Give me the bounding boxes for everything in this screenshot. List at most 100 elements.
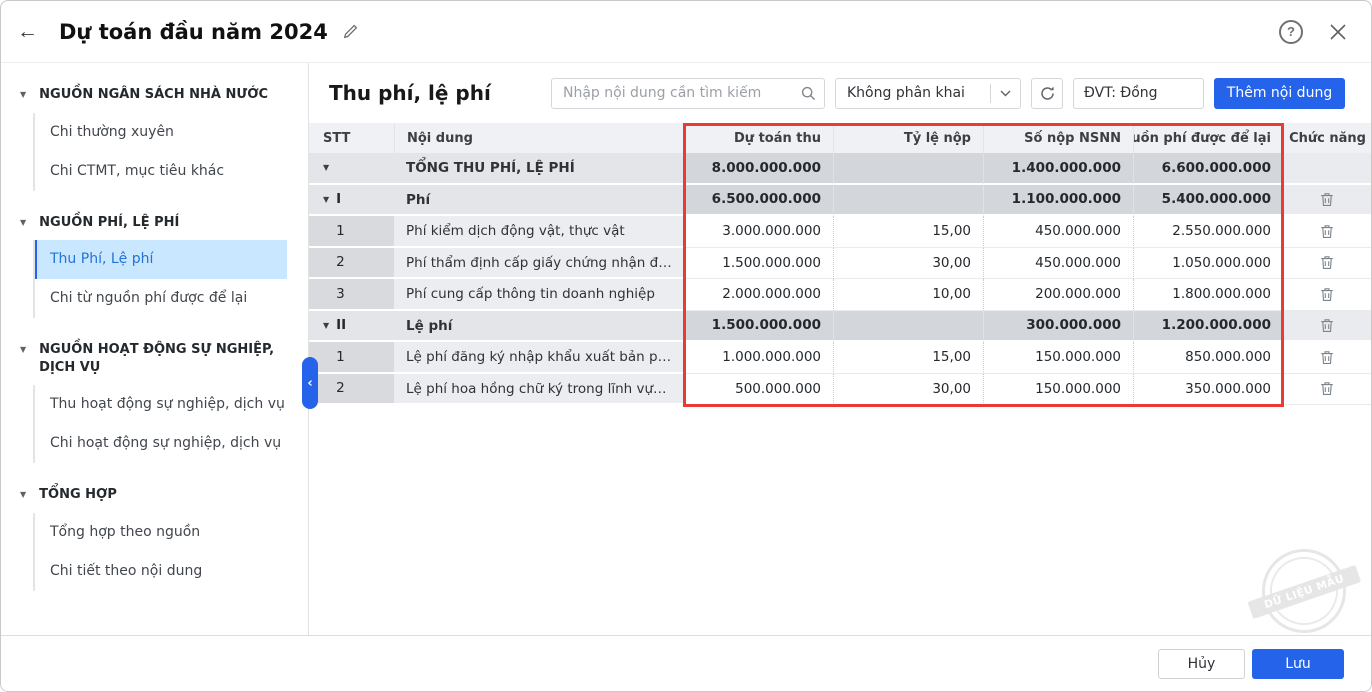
- sidebar-item-thu-hdsn[interactable]: Thu hoạt động sự nghiệp, dịch vụ: [50, 396, 285, 413]
- close-icon[interactable]: [1329, 23, 1347, 41]
- help-icon[interactable]: ?: [1279, 19, 1303, 44]
- allocation-dropdown[interactable]: Không phân khai: [835, 77, 1021, 109]
- row-nguon-phi-de-lai-cell[interactable]: 1.800.000.000: [1133, 279, 1283, 311]
- row-content-cell[interactable]: Lệ phí hoa hồng chữ ký trong lĩnh vực dầ…: [394, 373, 683, 405]
- row-nguon-phi-de-lai-cell[interactable]: 2.550.000.000: [1133, 216, 1283, 248]
- row-content-cell[interactable]: Phí cung cấp thông tin doanh nghiệp: [394, 279, 683, 311]
- row-so-nop-nsnn-cell[interactable]: 150.000.000: [983, 342, 1133, 374]
- delete-row-button[interactable]: [1316, 251, 1338, 274]
- row-content-cell[interactable]: TỔNG THU PHÍ, LỆ PHÍ: [394, 153, 683, 185]
- row-du-toan-thu-cell[interactable]: 8.000.000.000: [683, 153, 833, 185]
- row-ty-le-nop-cell[interactable]: [833, 184, 983, 216]
- delete-row-button[interactable]: [1316, 188, 1338, 211]
- delete-row-button[interactable]: [1316, 283, 1338, 306]
- row-du-toan-thu-cell[interactable]: 1.500.000.000: [683, 247, 833, 279]
- table-row[interactable]: ▼2 Lệ phí hoa hồng chữ ký trong lĩnh vực…: [309, 373, 1371, 405]
- row-nguon-phi-de-lai-cell[interactable]: 1.200.000.000: [1133, 310, 1283, 342]
- row-ty-le-nop-cell[interactable]: 15,00: [833, 342, 983, 374]
- trash-icon: [1321, 319, 1333, 332]
- sidebar-item-chi-hdsn[interactable]: Chi hoạt động sự nghiệp, dịch vụ: [50, 435, 282, 452]
- row-du-toan-thu-cell[interactable]: 2.000.000.000: [683, 279, 833, 311]
- row-nguon-phi-de-lai-cell[interactable]: 5.400.000.000: [1133, 184, 1283, 216]
- sidebar-section-header-phi-le-phi[interactable]: ▼ NGUỒN PHÍ, LỆ PHÍ: [20, 214, 180, 230]
- sidebar-section-header-nsnn[interactable]: ▼ NGUỒN NGÂN SÁCH NHÀ NƯỚC: [20, 87, 269, 102]
- row-nguon-phi-de-lai-cell[interactable]: 1.050.000.000: [1133, 247, 1283, 279]
- column-header-so-nop-nsnn[interactable]: Số nộp NSNN: [983, 123, 1133, 153]
- row-content-cell[interactable]: Phí kiểm dịch động vật, thực vật: [394, 216, 683, 248]
- column-header-nguon-phi-de-lai[interactable]: Nguồn phí được để lại: [1133, 123, 1283, 153]
- row-so-nop-nsnn-cell[interactable]: 450.000.000: [983, 247, 1133, 279]
- sidebar-item-chi-ctmt[interactable]: Chi CTMT, mục tiêu khác: [50, 162, 225, 179]
- search-input[interactable]: [551, 77, 825, 109]
- sidebar-item-chi-tiet-theo-noi-dung[interactable]: Chi tiết theo nội dung: [50, 562, 203, 579]
- delete-row-button[interactable]: [1316, 377, 1338, 400]
- column-header-noi-dung[interactable]: Nội dung: [394, 123, 683, 153]
- search-icon: [801, 86, 816, 105]
- refresh-button[interactable]: [1031, 77, 1063, 109]
- edit-title-icon[interactable]: [342, 23, 359, 40]
- row-so-nop-nsnn-cell[interactable]: 200.000.000: [983, 279, 1133, 311]
- row-content-cell[interactable]: Lệ phí đăng ký nhập khẩu xuất bản phẩm..…: [394, 342, 683, 374]
- row-ty-le-nop-cell[interactable]: 30,00: [833, 247, 983, 279]
- column-header-stt[interactable]: STT: [323, 130, 351, 146]
- column-header-ty-le-nop[interactable]: Tỷ lệ nộp: [833, 123, 983, 153]
- row-so-nop-nsnn-cell[interactable]: 1.400.000.000: [983, 153, 1133, 185]
- row-nguon-phi-de-lai-cell[interactable]: 350.000.000: [1133, 373, 1283, 405]
- row-content-cell[interactable]: Lệ phí: [394, 310, 683, 342]
- row-ty-le-nop-cell[interactable]: [833, 153, 983, 185]
- row-stt: II: [336, 317, 347, 334]
- table-row[interactable]: ▼ II Lệ phí 1.500.000.000 300.000.000 1.2…: [309, 310, 1371, 342]
- row-ty-le-nop-cell[interactable]: 30,00: [833, 373, 983, 405]
- row-content-cell[interactable]: Phí thẩm định cấp giấy chứng nhận đối...: [394, 247, 683, 279]
- sidebar-item-chi-tu-nguon-phi[interactable]: Chi từ nguồn phí được để lại: [50, 290, 248, 307]
- row-du-toan-thu-cell[interactable]: 3.000.000.000: [683, 216, 833, 248]
- sidebar-item-thu-phi-le-phi[interactable]: Thu Phí, Lệ phí: [35, 240, 287, 280]
- save-button[interactable]: Lưu: [1252, 648, 1344, 679]
- sidebar-section-nsnn: ▼ NGUỒN NGÂN SÁCH NHÀ NƯỚC Chi thường xu…: [1, 77, 308, 191]
- cancel-button[interactable]: Hủy: [1158, 648, 1245, 679]
- sidebar-item-chi-thuong-xuyen[interactable]: Chi thường xuyên: [50, 123, 174, 140]
- add-content-button[interactable]: Thêm nội dung: [1214, 77, 1345, 109]
- row-du-toan-thu-cell[interactable]: 1.000.000.000: [683, 342, 833, 374]
- allocation-dropdown-value: Không phân khai: [847, 85, 965, 101]
- chevron-down-icon: [990, 83, 1011, 103]
- toolbar: Thu phí, lệ phí Không phân khai ĐVT:: [309, 63, 1371, 123]
- table-row[interactable]: ▼1 Phí kiểm dịch động vật, thực vật 3.00…: [309, 216, 1371, 248]
- table-row[interactable]: ▼2 Phí thẩm định cấp giấy chứng nhận đối…: [309, 247, 1371, 279]
- row-du-toan-thu-cell[interactable]: 6.500.000.000: [683, 184, 833, 216]
- sidebar-item-tong-hop-theo-nguon[interactable]: Tổng hợp theo nguồn: [50, 523, 201, 540]
- row-so-nop-nsnn-cell[interactable]: 1.100.000.000: [983, 184, 1133, 216]
- row-ty-le-nop-cell[interactable]: [833, 310, 983, 342]
- column-header-chuc-nang[interactable]: Chức năng: [1283, 123, 1371, 153]
- row-so-nop-nsnn-cell[interactable]: 300.000.000: [983, 310, 1133, 342]
- row-so-nop-nsnn-cell[interactable]: 150.000.000: [983, 373, 1133, 405]
- back-button[interactable]: ←: [17, 15, 51, 49]
- row-stt: 2: [336, 254, 345, 271]
- delete-row-button[interactable]: [1316, 314, 1338, 337]
- table-row[interactable]: ▼3 Phí cung cấp thông tin doanh nghiệp 2…: [309, 279, 1371, 311]
- sidebar-collapse-handle[interactable]: ‹: [302, 357, 318, 409]
- delete-row-button[interactable]: [1316, 346, 1338, 369]
- row-content-cell[interactable]: Phí: [394, 184, 683, 216]
- table-row[interactable]: ▼ TỔNG THU PHÍ, LỆ PHÍ 8.000.000.000 1.4…: [309, 153, 1371, 185]
- sidebar-section-header-tong-hop[interactable]: ▼ TỔNG HỢP: [20, 487, 117, 503]
- sidebar-section-header-hdsn[interactable]: ▼ NGUỒN HOẠT ĐỘNG SỰ NGHIỆP, DỊCH VỤ: [20, 342, 275, 375]
- table-row[interactable]: ▼1 Lệ phí đăng ký nhập khẩu xuất bản phẩ…: [309, 342, 1371, 374]
- caret-down-icon: ▼: [323, 163, 330, 173]
- row-ty-le-nop-cell[interactable]: 10,00: [833, 279, 983, 311]
- row-nguon-phi-de-lai-cell[interactable]: 6.600.000.000: [1133, 153, 1283, 185]
- table-row[interactable]: ▼ I Phí 6.500.000.000 1.100.000.000 5.400…: [309, 184, 1371, 216]
- table-body: ▼ TỔNG THU PHÍ, LỆ PHÍ 8.000.000.000 1.4…: [309, 153, 1371, 405]
- column-header-du-toan-thu[interactable]: Dự toán thu: [683, 123, 833, 153]
- row-du-toan-thu-cell[interactable]: 500.000.000: [683, 373, 833, 405]
- delete-row-button[interactable]: [1316, 220, 1338, 243]
- row-du-toan-thu-cell[interactable]: 1.500.000.000: [683, 310, 833, 342]
- table-header-row: STT Nội dung Dự toán thu Tỷ lệ nộp Số nộ…: [309, 123, 1371, 153]
- sidebar: ▼ NGUỒN NGÂN SÁCH NHÀ NƯỚC Chi thường xu…: [1, 63, 309, 635]
- caret-down-icon: ▼: [20, 345, 27, 355]
- row-nguon-phi-de-lai-cell[interactable]: 850.000.000: [1133, 342, 1283, 374]
- row-so-nop-nsnn-cell[interactable]: 450.000.000: [983, 216, 1133, 248]
- unit-label: ĐVT: Đồng: [1073, 77, 1204, 109]
- row-ty-le-nop-cell[interactable]: 15,00: [833, 216, 983, 248]
